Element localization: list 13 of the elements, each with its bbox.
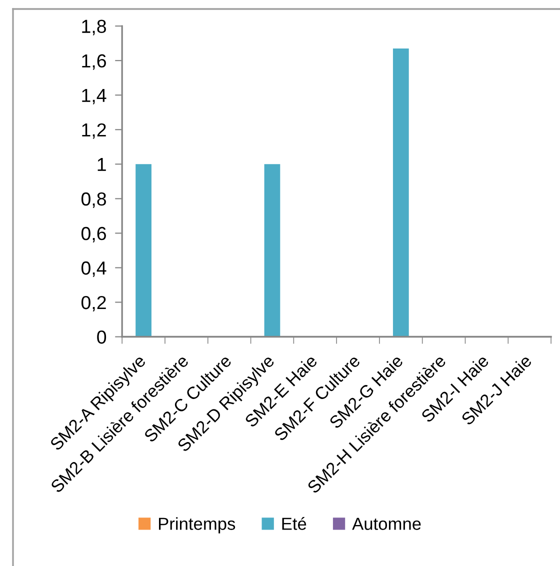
y-tick-label: 0,8 <box>81 192 106 208</box>
legend-label: Automne <box>352 518 421 530</box>
y-tick-label: 1,2 <box>82 123 106 139</box>
y-tick-label: 1 <box>98 158 106 171</box>
y-tick-label: 0,6 <box>81 226 106 242</box>
y-tick-label: 1,6 <box>82 54 106 70</box>
legend-label: Printemps <box>158 517 236 534</box>
legend-label: Eté <box>282 517 306 530</box>
y-tick-label: 1,4 <box>82 88 106 104</box>
y-tick-label: 0 <box>97 330 106 344</box>
y-tick-label: 1,8 <box>82 20 106 36</box>
y-tick-label: 0,4 <box>81 261 106 277</box>
y-tick-label: 0,2 <box>81 296 106 312</box>
